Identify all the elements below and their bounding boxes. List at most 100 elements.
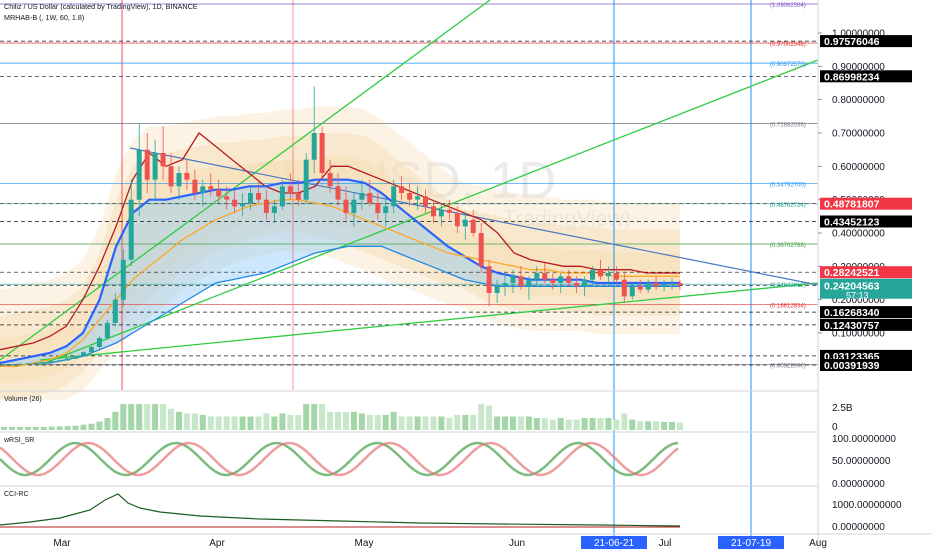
wrsi-pane bbox=[0, 441, 679, 477]
volume-bar bbox=[502, 416, 508, 430]
time-axis[interactable]: Mar Apr May Jun 21-06-21 Jul 21-07-19 Aug bbox=[53, 536, 827, 549]
price-axis[interactable]: 1.00000000 0.90000000 0.80000000 0.70000000… bbox=[818, 29, 912, 373]
volume-bar bbox=[199, 414, 206, 430]
price-badge-value: 0.43452123 bbox=[824, 217, 880, 229]
volume-bar bbox=[343, 411, 349, 430]
candle-body bbox=[590, 269, 595, 280]
candle-body bbox=[216, 189, 222, 197]
volume-bar bbox=[128, 404, 135, 430]
volume-bar bbox=[430, 416, 437, 430]
time-tick-label: 21-06-21 bbox=[594, 538, 634, 549]
candle-body bbox=[446, 209, 452, 213]
price-badge bbox=[820, 318, 912, 331]
price-badge bbox=[820, 349, 912, 362]
candle-body bbox=[104, 323, 110, 338]
candle-body bbox=[645, 283, 651, 290]
candle-body bbox=[359, 193, 365, 200]
candle-body bbox=[367, 193, 373, 203]
volume-bar bbox=[80, 424, 87, 430]
candle-body bbox=[327, 173, 333, 187]
candle-body bbox=[57, 360, 63, 362]
volume-bar bbox=[152, 404, 159, 430]
candle-body bbox=[454, 213, 460, 227]
volume-pane bbox=[1, 404, 683, 430]
candle-body bbox=[152, 153, 158, 180]
time-tick-label: May bbox=[355, 538, 374, 549]
indicator-line bbox=[0, 245, 680, 367]
candle-body bbox=[335, 186, 341, 200]
candle-body bbox=[502, 283, 508, 287]
volume-bar bbox=[287, 414, 294, 430]
candle-body bbox=[407, 193, 413, 200]
volume-bar bbox=[510, 416, 516, 430]
volume-bar bbox=[40, 426, 47, 430]
candle-body bbox=[49, 361, 55, 363]
candle-body bbox=[271, 206, 277, 213]
candle-body bbox=[566, 276, 572, 283]
candle-body bbox=[160, 153, 166, 167]
volume-bar bbox=[597, 418, 604, 430]
volume-bar bbox=[303, 404, 310, 430]
volume-bar bbox=[215, 416, 222, 430]
volume-bar bbox=[104, 418, 111, 430]
cci-pane bbox=[0, 493, 681, 528]
volume-bar bbox=[350, 411, 357, 430]
candle-body bbox=[9, 364, 15, 366]
volume-bar bbox=[168, 408, 174, 430]
candle-body bbox=[208, 186, 214, 190]
candle-body bbox=[184, 173, 190, 180]
candle-body bbox=[637, 286, 643, 290]
candle-body bbox=[621, 279, 627, 297]
candle-body bbox=[677, 283, 683, 286]
volume-bar bbox=[327, 411, 334, 430]
level-label: (0.72882036) bbox=[770, 122, 806, 128]
volume-bar bbox=[72, 425, 79, 430]
volume-bar bbox=[382, 414, 389, 430]
time-tick-label: Aug bbox=[809, 538, 827, 549]
level-label: (0.00522900) bbox=[770, 364, 806, 370]
price-badge bbox=[820, 35, 912, 48]
volume-bar bbox=[669, 421, 675, 430]
candle-body bbox=[605, 273, 611, 277]
candle-body bbox=[96, 338, 102, 347]
volume-bar bbox=[525, 416, 532, 430]
candle-body bbox=[1, 364, 7, 366]
volume-bar bbox=[581, 418, 588, 430]
candle-body bbox=[629, 286, 635, 297]
wrsi-signal-line bbox=[0, 441, 679, 477]
price-badge-value: 0.12430757 bbox=[824, 320, 880, 332]
candle-body bbox=[494, 286, 500, 293]
volume-bar bbox=[454, 414, 461, 430]
level-labels: (1.09062504) (0.97002548) (0.90972570) (0.7… bbox=[770, 3, 806, 370]
candle-body bbox=[431, 206, 436, 217]
volume-bar bbox=[96, 421, 103, 430]
cloud-band bbox=[0, 156, 680, 383]
candle-body bbox=[224, 196, 230, 200]
level-label: (0.48762724) bbox=[770, 203, 806, 209]
price-tick-label: 0.10000000 bbox=[832, 329, 885, 340]
volume-bar bbox=[24, 427, 31, 430]
volume-bar bbox=[422, 416, 429, 430]
candle-body bbox=[470, 219, 476, 233]
volume-bar bbox=[645, 421, 652, 430]
candle-body bbox=[279, 186, 285, 207]
volume-bar bbox=[358, 413, 365, 430]
volume-bar bbox=[295, 414, 302, 430]
candle-body bbox=[168, 166, 174, 187]
cci-axis-label: 0.00000000 bbox=[832, 522, 885, 533]
candle-body bbox=[41, 362, 47, 364]
volume-bar bbox=[136, 404, 143, 430]
candle-body bbox=[391, 186, 397, 207]
volume-bar bbox=[438, 416, 445, 430]
time-badge bbox=[718, 536, 784, 549]
price-badge-value: 0.24204563 bbox=[824, 281, 880, 293]
time-tick-label: Jun bbox=[509, 538, 525, 549]
level-label: (1.09062504) bbox=[770, 3, 806, 9]
volume-bar bbox=[32, 426, 39, 430]
volume-bar bbox=[621, 413, 628, 430]
volume-bar bbox=[1, 427, 7, 430]
price-badge-value: 0.28242521 bbox=[824, 267, 880, 279]
time-tick-label: Apr bbox=[209, 538, 225, 549]
volume-bar bbox=[565, 419, 572, 430]
